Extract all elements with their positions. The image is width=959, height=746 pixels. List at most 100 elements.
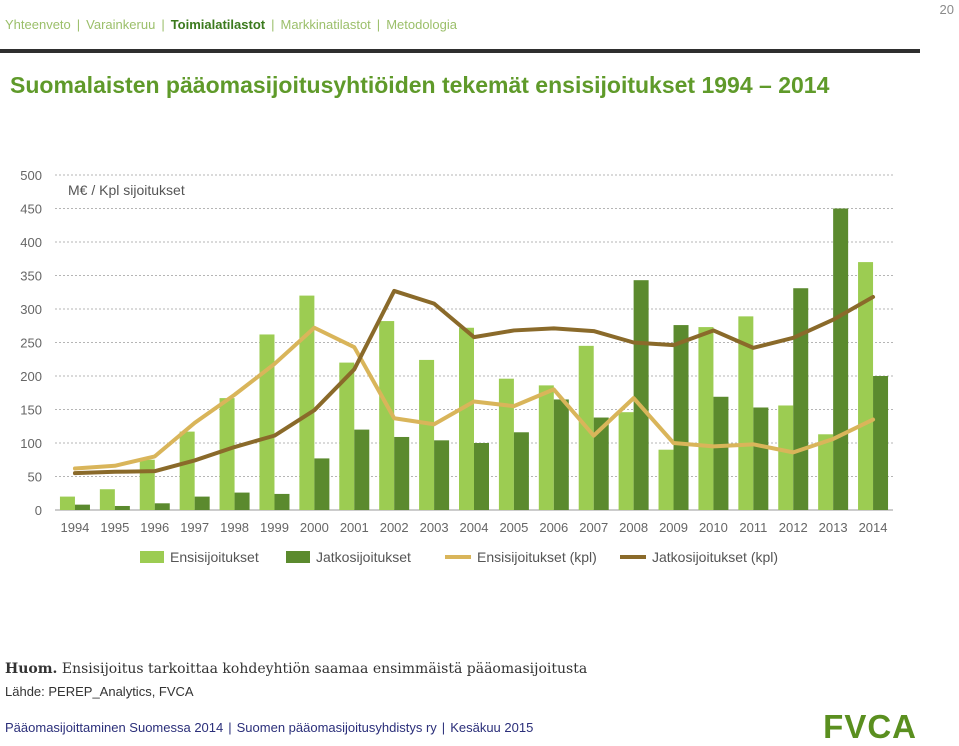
bar-jatkosijoitukset <box>793 288 809 510</box>
bar-jatkosijoitukset <box>74 504 90 510</box>
line-ensisijoitukset-kpl <box>72 325 876 471</box>
x-tick-label: 1997 <box>180 520 209 535</box>
bar-ensisijoitukset <box>299 295 315 510</box>
bar-jatkosijoitukset <box>673 325 689 510</box>
x-tick-label: 2006 <box>539 520 568 535</box>
x-tick-label: 2001 <box>340 520 369 535</box>
legend-label: Ensisijoitukset <box>170 549 259 565</box>
x-tick-label: 2014 <box>859 520 888 535</box>
bar-jatkosijoitukset <box>553 399 569 510</box>
chart-legend: Ensisijoitukset Jatkosijoitukset Ensisijoi… <box>0 549 959 573</box>
legend-label: Jatkosijoitukset (kpl) <box>652 549 779 565</box>
legend-item: Ensisijoitukset (kpl) <box>445 549 597 565</box>
bar-ensisijoitukset <box>219 398 235 510</box>
bar-ensisijoitukset <box>179 431 195 510</box>
footnote-text: Ensisijoitus tarkoittaa kohdeyhtiön saam… <box>57 661 588 677</box>
bar-ensisijoitukset <box>618 412 634 510</box>
footer: Pääomasijoittaminen Suomessa 2014 | Suomen… <box>5 720 533 735</box>
x-tick-label: 1996 <box>140 520 169 535</box>
bar-ensisijoitukset <box>738 316 754 510</box>
x-tick-label: 1994 <box>60 520 89 535</box>
page-title: Suomalaisten pääomasijoitusyhtiöiden tek… <box>10 72 830 98</box>
bar-jatkosijoitukset <box>633 280 649 510</box>
bar-ensisijoitukset <box>698 327 714 510</box>
footnote: Huom. Ensisijoitus tarkoittaa kohdeyhtiö… <box>5 661 587 677</box>
source-text: Lähde: PEREP_Analytics, FVCA <box>5 684 194 699</box>
y-tick-label: 450 <box>20 202 42 217</box>
bar-ensisijoitukset <box>498 378 514 510</box>
footer-separator: | <box>441 720 446 735</box>
bar-jatkosijoitukset <box>314 458 330 510</box>
nav-separator: | <box>271 17 275 32</box>
bar-ensisijoitukset <box>459 327 474 510</box>
x-tick-label: 2005 <box>499 520 528 535</box>
nav-separator: | <box>76 17 81 32</box>
unit-label: M€ / Kpl sijoitukset <box>68 182 185 198</box>
page-number: 20 <box>939 2 954 17</box>
footer-organization: Suomen pääomasijoitusyhdistys ry <box>236 720 437 735</box>
legend-label: Jatkosijoitukset <box>316 549 411 565</box>
x-tick-label: 2011 <box>739 520 767 535</box>
y-tick-label: 500 <box>20 168 42 183</box>
x-tick-label: 2013 <box>819 520 848 535</box>
bar-jatkosijoitukset <box>434 440 450 510</box>
bar-jatkosijoitukset <box>274 493 290 510</box>
y-tick-label: 150 <box>20 403 42 418</box>
legend-line-swatch <box>445 555 471 559</box>
investment-chart: 0 50 100 150 200 250 300 350 400 450 500 M€ / Kpl s… <box>20 168 893 535</box>
nav-item-yhteenveto[interactable]: Yhteenveto <box>5 17 71 32</box>
bar-jatkosijoitukset <box>713 396 729 510</box>
x-tick-label: 2010 <box>699 520 728 535</box>
bar-jatkosijoitukset <box>873 376 889 510</box>
bar-ensisijoitukset <box>59 496 75 510</box>
nav-item-varainkeruu[interactable]: Varainkeruu <box>86 17 156 32</box>
x-tick-label: 2003 <box>420 520 449 535</box>
bar-jatkosijoitukset <box>833 208 849 510</box>
y-tick-label: 300 <box>20 302 42 317</box>
bar-ensisijoitukset <box>379 321 395 510</box>
bar-ensisijoitukset <box>818 434 834 510</box>
y-tick-label: 50 <box>28 470 42 485</box>
bar-ensisijoitukset <box>858 262 874 510</box>
nav-item-toimialatilastot[interactable]: Toimialatilastot <box>170 17 266 32</box>
legend-item: Ensisijoitukset <box>140 549 259 565</box>
y-tick-label: 400 <box>20 235 42 250</box>
bar-jatkosijoitukset <box>154 503 170 510</box>
x-tick-label: 1999 <box>260 520 289 535</box>
footer-publication: Pääomasijoittaminen Suomessa 2014 <box>5 720 224 735</box>
bar-jatkosijoitukset <box>513 432 529 510</box>
legend-label: Ensisijoitukset (kpl) <box>477 549 597 565</box>
fvca-logo: FVCA <box>823 708 917 745</box>
bar-ensisijoitukset <box>658 449 674 510</box>
y-tick-label: 200 <box>20 369 42 384</box>
bar-ensisijoitukset <box>419 359 435 510</box>
x-tick-label: 2002 <box>380 520 409 535</box>
y-tick-label: 0 <box>35 503 42 518</box>
legend-bar-swatch <box>140 551 164 563</box>
bar-jatkosijoitukset <box>234 492 250 510</box>
x-tick-label: 2012 <box>779 520 808 535</box>
x-tick-label: 2009 <box>659 520 688 535</box>
bar-jatkosijoitukset <box>474 443 489 510</box>
x-tick-label: 2000 <box>300 520 329 535</box>
legend-item: Jatkosijoitukset <box>286 549 411 565</box>
bar-ensisijoitukset <box>339 362 355 510</box>
header-rule <box>0 49 920 53</box>
y-tick-label: 100 <box>20 436 42 451</box>
nav-separator: | <box>161 17 165 32</box>
nav-item-markkinatilastot[interactable]: Markkinatilastot <box>280 17 371 32</box>
bar-ensisijoitukset <box>778 405 794 510</box>
legend-line-swatch <box>620 555 646 559</box>
x-tick-label: 2004 <box>460 520 489 535</box>
footer-date: Kesäkuu 2015 <box>450 720 534 735</box>
x-tick-label: 2007 <box>579 520 608 535</box>
bar-jatkosijoitukset <box>114 505 130 510</box>
x-tick-label: 2008 <box>619 520 648 535</box>
nav-separator: | <box>376 17 381 32</box>
nav-item-metodologia[interactable]: Metodologia <box>386 17 458 32</box>
footnote-label: Huom. <box>5 661 58 677</box>
bar-jatkosijoitukset <box>753 407 769 510</box>
bar-ensisijoitukset <box>99 489 115 510</box>
y-tick-label: 350 <box>20 269 42 284</box>
bar-jatkosijoitukset <box>593 417 609 510</box>
